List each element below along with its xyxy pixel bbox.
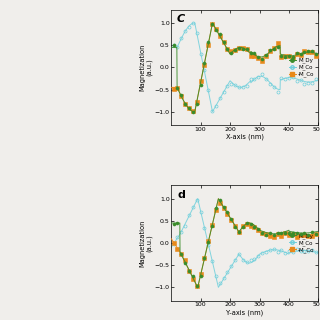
Legend: M_Dy, M_Co, -M_Co: M_Dy, M_Co, -M_Co: [288, 232, 316, 254]
Text: C: C: [177, 14, 185, 24]
Y-axis label: Magnetization
(a.u.): Magnetization (a.u.): [139, 219, 153, 267]
X-axis label: X-axis (nm): X-axis (nm): [226, 134, 264, 140]
Y-axis label: Magnetization
(a.u.): Magnetization (a.u.): [139, 44, 153, 91]
Legend: M_Dy, M_Co, -M_Co: M_Dy, M_Co, -M_Co: [288, 56, 316, 78]
Text: d: d: [177, 190, 185, 200]
X-axis label: Y-axis (nm): Y-axis (nm): [226, 309, 263, 316]
